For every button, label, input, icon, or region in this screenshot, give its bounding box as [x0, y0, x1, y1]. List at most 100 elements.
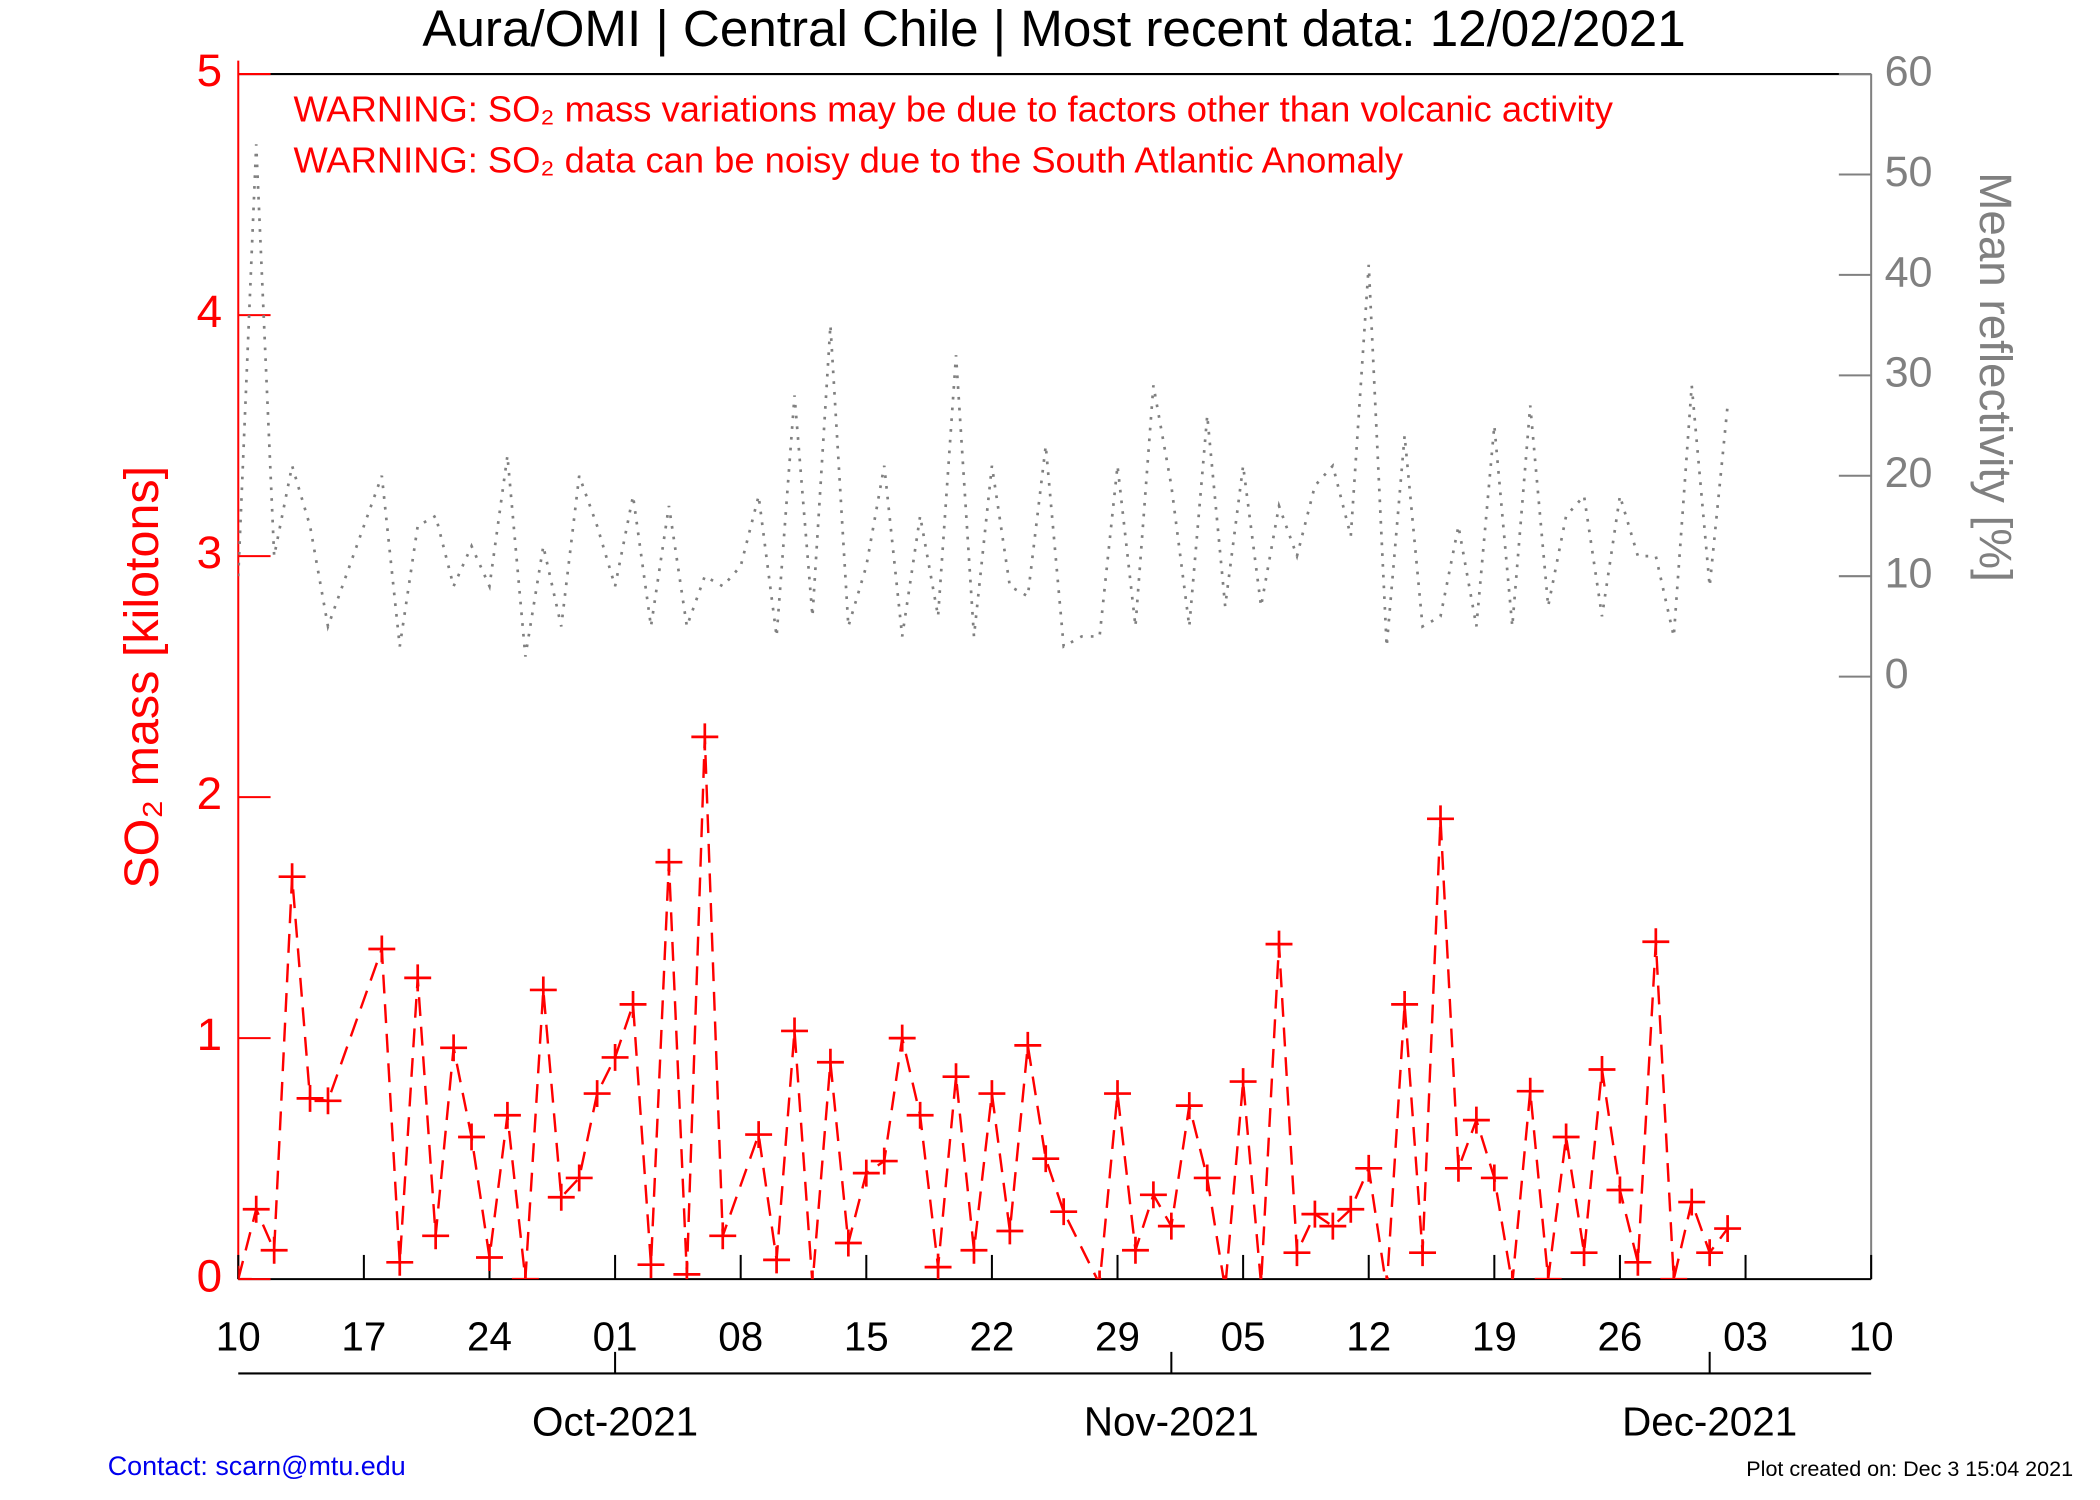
so2-marker	[996, 1217, 1024, 1245]
y2-tick-label: 0	[1885, 650, 1909, 698]
so2-marker	[691, 723, 719, 751]
contact: Contact: scarn@mtu.edu	[108, 1451, 406, 1481]
so2-marker	[601, 1043, 629, 1071]
so2-marker	[655, 848, 683, 876]
so2-marker	[1642, 928, 1670, 956]
so2-marker	[811, 1270, 814, 1280]
so2-marker	[386, 1248, 414, 1276]
so2-marker	[422, 1222, 450, 1250]
so2-marker	[1444, 1154, 1472, 1182]
so2-marker	[1301, 1200, 1329, 1228]
so2-marker	[1139, 1181, 1167, 1209]
so2-marker	[1355, 1154, 1383, 1182]
so2-marker	[637, 1251, 665, 1279]
so2-marker	[673, 1260, 701, 1280]
so2-marker	[870, 1147, 898, 1175]
x-tick-label: 19	[1472, 1313, 1517, 1359]
so2-marker	[1480, 1164, 1508, 1192]
y2-tick-label: 20	[1885, 449, 1933, 497]
y-tick-label: 4	[197, 286, 222, 337]
y-tick-label: 2	[197, 768, 222, 819]
so2-marker	[1678, 1188, 1706, 1216]
so2-marker	[476, 1244, 503, 1271]
chart-title: Aura/OMI | Central Chile | Most recent d…	[422, 0, 1685, 57]
so2-marker	[1714, 1215, 1742, 1243]
y2-tick-label: 40	[1885, 248, 1933, 296]
month-tick-label: Dec-2021	[1622, 1398, 1797, 1444]
y2-tick-label: 10	[1885, 550, 1933, 598]
y-tick-label: 5	[197, 45, 222, 96]
y2-tick-label: 50	[1885, 148, 1933, 196]
so2-marker	[1696, 1239, 1724, 1267]
so2-marker	[1157, 1212, 1185, 1240]
so2-marker	[1175, 1092, 1203, 1120]
so2-marker	[1121, 1236, 1149, 1264]
so2-marker	[1660, 1265, 1688, 1280]
so2-marker	[511, 1265, 539, 1280]
so2-marker	[1265, 930, 1293, 958]
so2-marker	[1014, 1031, 1042, 1059]
x-tick-label: 17	[341, 1313, 386, 1359]
month-tick-label: Nov-2021	[1084, 1398, 1259, 1444]
so2-marker	[565, 1164, 593, 1192]
x-tick-label: 24	[467, 1313, 512, 1359]
so2-marker	[781, 1017, 808, 1045]
plot-area	[238, 144, 1742, 1280]
so2-marker	[242, 1195, 270, 1223]
x-tick-label: 05	[1221, 1313, 1266, 1359]
so2-marker	[1229, 1068, 1257, 1096]
so2-line	[238, 736, 1729, 1280]
so2-marker	[1283, 1239, 1311, 1267]
so2-marker	[960, 1236, 988, 1264]
x-tick-label: 22	[969, 1313, 1014, 1359]
so2-marker	[440, 1034, 468, 1062]
month-tick-label: Oct-2021	[532, 1398, 698, 1444]
so2-marker	[1516, 1077, 1544, 1105]
so2-marker	[1427, 805, 1454, 833]
y2-tick-label: 30	[1885, 349, 1933, 397]
x-tick-label: 12	[1346, 1313, 1391, 1359]
so2-marker	[906, 1101, 934, 1129]
so2-marker	[368, 935, 396, 963]
so2-marker	[942, 1063, 970, 1091]
so2-marker	[296, 1084, 324, 1112]
so2-marker	[1337, 1195, 1365, 1223]
y-tick-label: 3	[197, 527, 222, 578]
so2-marker	[924, 1253, 952, 1280]
so2-marker	[1050, 1198, 1078, 1226]
so2-marker	[745, 1121, 773, 1149]
so2-marker	[1534, 1265, 1562, 1280]
so2-marker	[583, 1080, 611, 1108]
so2-marker	[1391, 990, 1419, 1018]
so2-marker	[852, 1159, 880, 1187]
so2-marker	[1588, 1056, 1616, 1083]
so2-marker	[1552, 1123, 1580, 1151]
so2-marker	[1624, 1248, 1652, 1276]
so2-marker	[260, 1236, 288, 1264]
reflectivity-line	[238, 144, 1729, 657]
x-tick-label: 03	[1723, 1313, 1768, 1359]
x-tick-label: 01	[593, 1313, 638, 1359]
so2-marker	[547, 1183, 575, 1211]
y2-axis-label: Mean reflectivity [%]	[1970, 172, 2021, 582]
y-axis-label: SO₂ mass [kilotons]	[115, 466, 169, 889]
y-tick-label: 1	[197, 1009, 222, 1060]
so2-marker	[834, 1229, 862, 1257]
so2-marker	[763, 1246, 791, 1274]
x-tick-label: 10	[216, 1313, 261, 1359]
so2-marker	[1462, 1106, 1490, 1134]
so2-marker	[709, 1222, 737, 1250]
so2-marker	[619, 990, 647, 1018]
so2-marker	[978, 1080, 1006, 1108]
so2-marker	[1193, 1164, 1221, 1192]
so2-marker	[278, 863, 306, 891]
x-tick-label: 26	[1597, 1313, 1642, 1359]
so2-marker	[1570, 1239, 1598, 1267]
so2-marker	[1259, 1270, 1263, 1280]
y-tick-label: 0	[197, 1250, 222, 1301]
so2-marker	[1098, 1270, 1101, 1280]
so2-marker	[404, 964, 432, 992]
so2-marker	[314, 1087, 342, 1115]
so2-marker	[816, 1048, 844, 1076]
